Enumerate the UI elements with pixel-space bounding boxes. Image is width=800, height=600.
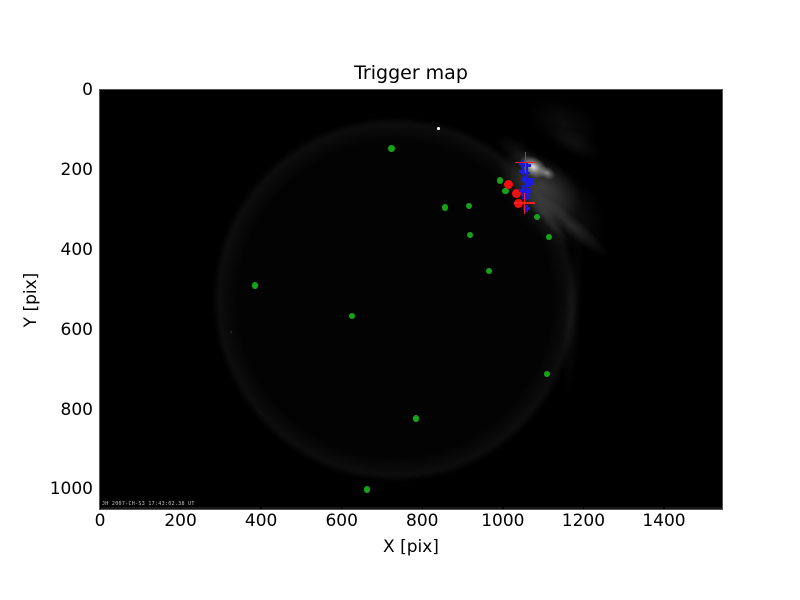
track-points-marker — [519, 167, 527, 176]
y-tick-label: 0 — [82, 80, 93, 100]
track-points-marker — [522, 204, 531, 213]
x-tick-label: 800 — [406, 511, 439, 531]
x-tick-label: 600 — [325, 511, 358, 531]
x-axis-label: X [pix] — [383, 537, 439, 557]
track-points-marker — [522, 182, 530, 190]
x-tick-mark — [582, 505, 585, 509]
track-points-marker-vbar — [521, 160, 524, 168]
trigger-pixels-marker — [251, 282, 259, 289]
track-points-marker — [522, 169, 531, 177]
faint-specks-marker — [229, 331, 232, 334]
x-tick-mark — [340, 505, 343, 509]
x-tick-mark — [502, 505, 504, 509]
track-points-marker-vbar — [528, 178, 531, 186]
track-points-marker-vbar — [527, 187, 530, 196]
x-tick-label: 400 — [244, 511, 278, 531]
x-tick-label: 1200 — [561, 511, 606, 531]
trigger-pixels-marker — [543, 370, 551, 378]
track-points-marker-vbar — [521, 167, 525, 176]
trigger-pixels-marker — [466, 231, 474, 239]
y-tick-label: 400 — [60, 239, 93, 260]
track-points-marker — [518, 160, 527, 168]
track-points-marker-vbar — [524, 182, 527, 190]
track-points-marker — [524, 187, 533, 196]
track-points-marker — [521, 192, 530, 200]
x-tick-mark — [663, 505, 665, 509]
x-tick-label: 1000 — [481, 511, 525, 531]
cluster-centroids-marker — [512, 188, 522, 198]
track-points-marker-vbar — [525, 204, 528, 213]
cluster-centroids-marker — [503, 179, 513, 189]
image-bottom-strip — [100, 506, 722, 509]
star-specks-marker — [437, 127, 440, 130]
track-points-marker — [521, 175, 530, 184]
track-points-marker-vbar — [521, 186, 525, 195]
shower-candidates-marker-vbar — [523, 192, 525, 214]
x-tick-mark — [179, 505, 182, 509]
trigger-pixels-marker — [533, 213, 541, 221]
track-points-marker — [523, 161, 531, 170]
plot-area: JH 2007-CH-S3 17:43:02.38 UT — [99, 89, 723, 510]
sky-circle — [211, 116, 579, 483]
shower-candidates-marker — [513, 192, 535, 214]
track-points-marker-vbar — [524, 175, 527, 184]
trigger-pixels-marker — [363, 486, 371, 493]
trigger-pixels-marker — [496, 177, 504, 184]
y-tick-label: 1000 — [49, 479, 93, 500]
shower-candidates-marker — [514, 151, 536, 173]
x-tick-mark — [100, 505, 101, 509]
x-tick-label: 200 — [164, 511, 197, 531]
trigger-pixels-marker — [348, 312, 356, 320]
x-tick-label: 1400 — [642, 511, 686, 531]
track-points-marker-vbar — [524, 192, 527, 200]
shower-candidates-marker-vbar — [524, 151, 527, 173]
track-points-marker-vbar — [525, 169, 528, 177]
x-tick-mark — [260, 505, 262, 509]
trigger-pixels-marker — [441, 204, 449, 211]
x-tick-label: 0 — [94, 511, 106, 531]
trigger-pixels-marker — [465, 202, 473, 210]
trigger-pixels-marker — [545, 233, 553, 241]
track-points-marker — [525, 178, 534, 186]
trigger-pixels-marker — [412, 415, 420, 422]
chart-title: Trigger map — [354, 62, 468, 84]
y-tick-label: 200 — [60, 159, 93, 180]
trigger-pixels-marker — [485, 267, 492, 275]
track-points-marker-vbar — [525, 161, 529, 170]
trigger-pixels-marker — [502, 187, 509, 195]
trigger-pixels-marker — [388, 145, 395, 152]
y-tick-label: 800 — [60, 399, 93, 420]
track-points-marker — [519, 186, 527, 195]
x-tick-mark — [421, 505, 424, 509]
camera-timestamp-overlay: JH 2007-CH-S3 17:43:02.38 UT — [102, 501, 195, 507]
y-tick-label: 600 — [60, 319, 93, 340]
